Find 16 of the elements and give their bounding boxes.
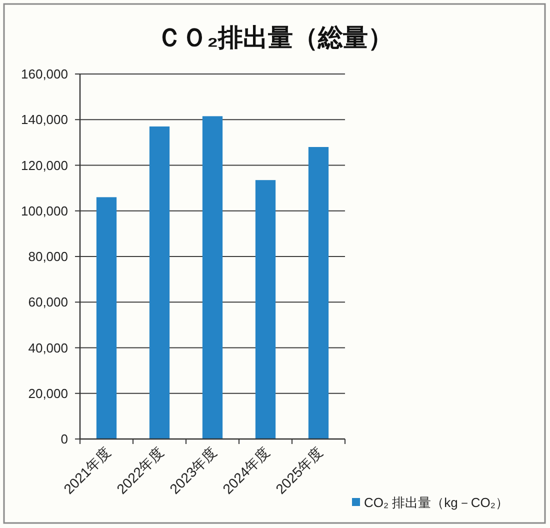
- y-tick-label: 60,000: [28, 294, 68, 310]
- chart-title: ＣＯ₂排出量（総量）: [156, 24, 394, 52]
- y-tick-label: 0: [60, 432, 68, 446]
- y-tick-label: 160,000: [21, 66, 68, 82]
- bar: [308, 147, 329, 439]
- y-tick-label: 100,000: [21, 203, 68, 218]
- y-tick-label: 80,000: [28, 249, 68, 264]
- y-tick-label: 20,000: [28, 386, 68, 401]
- legend: CO₂ 排出量（kg－CO₂）: [352, 495, 508, 510]
- bar: [149, 126, 170, 439]
- y-tick-label: 140,000: [21, 112, 68, 128]
- bar: [96, 197, 117, 439]
- y-tick-label: 120,000: [21, 158, 68, 173]
- bar: [255, 180, 276, 439]
- y-tick-label: 40,000: [28, 340, 68, 356]
- bar: [202, 116, 223, 439]
